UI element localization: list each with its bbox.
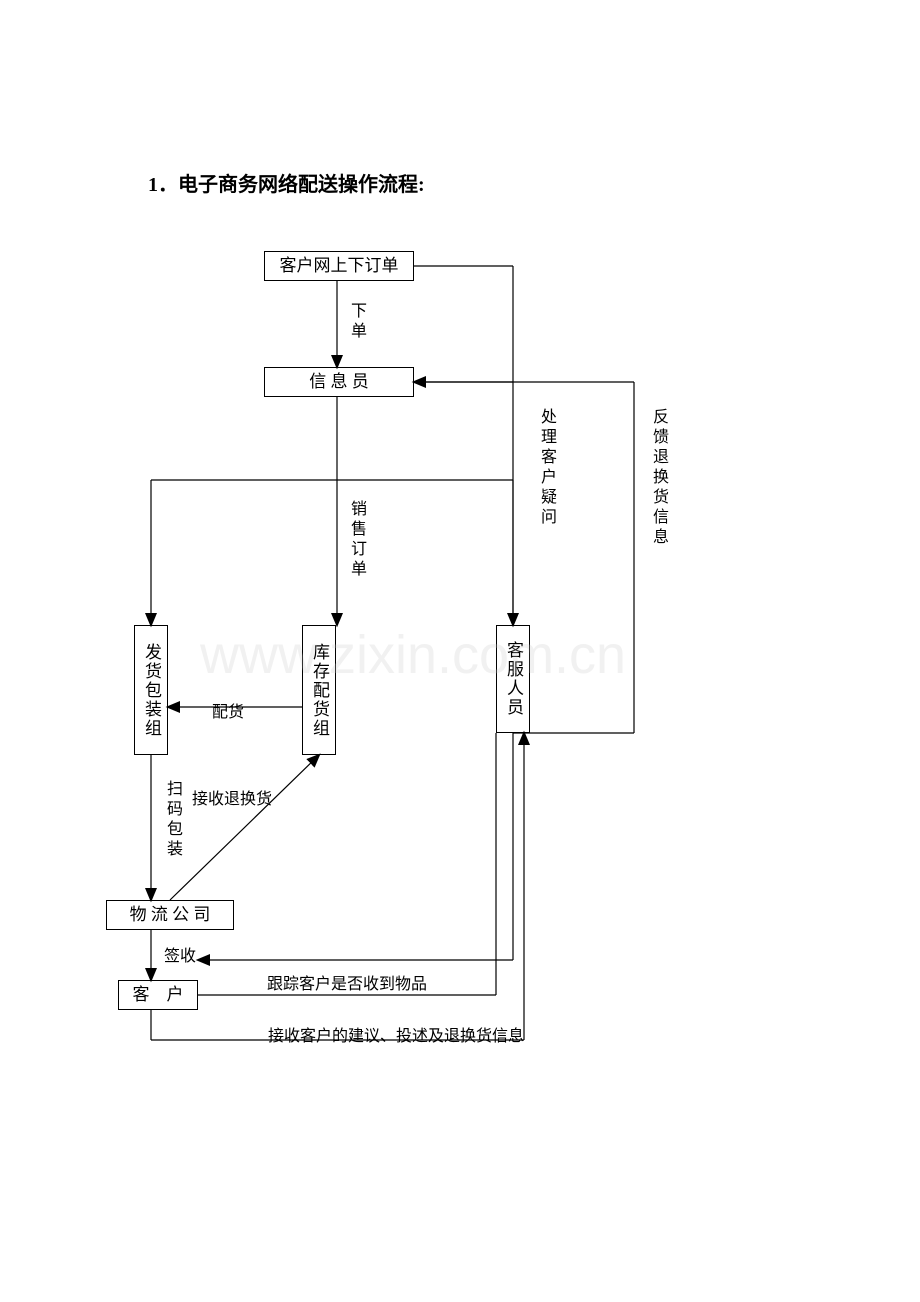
node-customer: 客 户 — [118, 980, 198, 1010]
node-info-staff: 信 息 员 — [264, 367, 414, 397]
node-logistics: 物 流 公 司 — [106, 900, 234, 930]
node-label: 客户网上下订单 — [280, 255, 399, 277]
edge-label-scan-pack: 扫码包装 — [160, 780, 184, 860]
edge-label-feedback: 反馈退换货信息 — [646, 408, 670, 548]
node-inventory-group: 库存配货组 — [302, 625, 336, 755]
node-label: 客服人员 — [502, 641, 524, 717]
edge-label-order: 下单 — [344, 302, 368, 342]
edge-label-sign: 签收 — [164, 942, 196, 966]
node-customer-order: 客户网上下订单 — [264, 251, 414, 281]
watermark: www.zixin.com.cn — [200, 624, 626, 686]
node-label: 库存配货组 — [308, 643, 330, 738]
node-label: 发货包装组 — [140, 643, 162, 738]
node-label: 客 户 — [133, 984, 184, 1006]
node-service-staff: 客服人员 — [496, 625, 530, 733]
page-title: 1．电子商务网络配送操作流程: — [148, 168, 425, 197]
edge-label-handle-query: 处理客户疑问 — [534, 408, 558, 528]
edge-label-allocate: 配货 — [212, 698, 244, 722]
edge-label-receive-return: 接收退换货 — [192, 785, 272, 809]
edge-label-sales-order: 销售订单 — [344, 500, 368, 580]
node-label: 信 息 员 — [309, 371, 369, 393]
node-label: 物 流 公 司 — [130, 904, 211, 926]
node-shipping-group: 发货包装组 — [134, 625, 168, 755]
edge-label-track: 跟踪客户是否收到物品 — [267, 970, 427, 994]
edge-label-suggestion: 接收客户的建议、投述及退换货信息 — [268, 1022, 524, 1046]
